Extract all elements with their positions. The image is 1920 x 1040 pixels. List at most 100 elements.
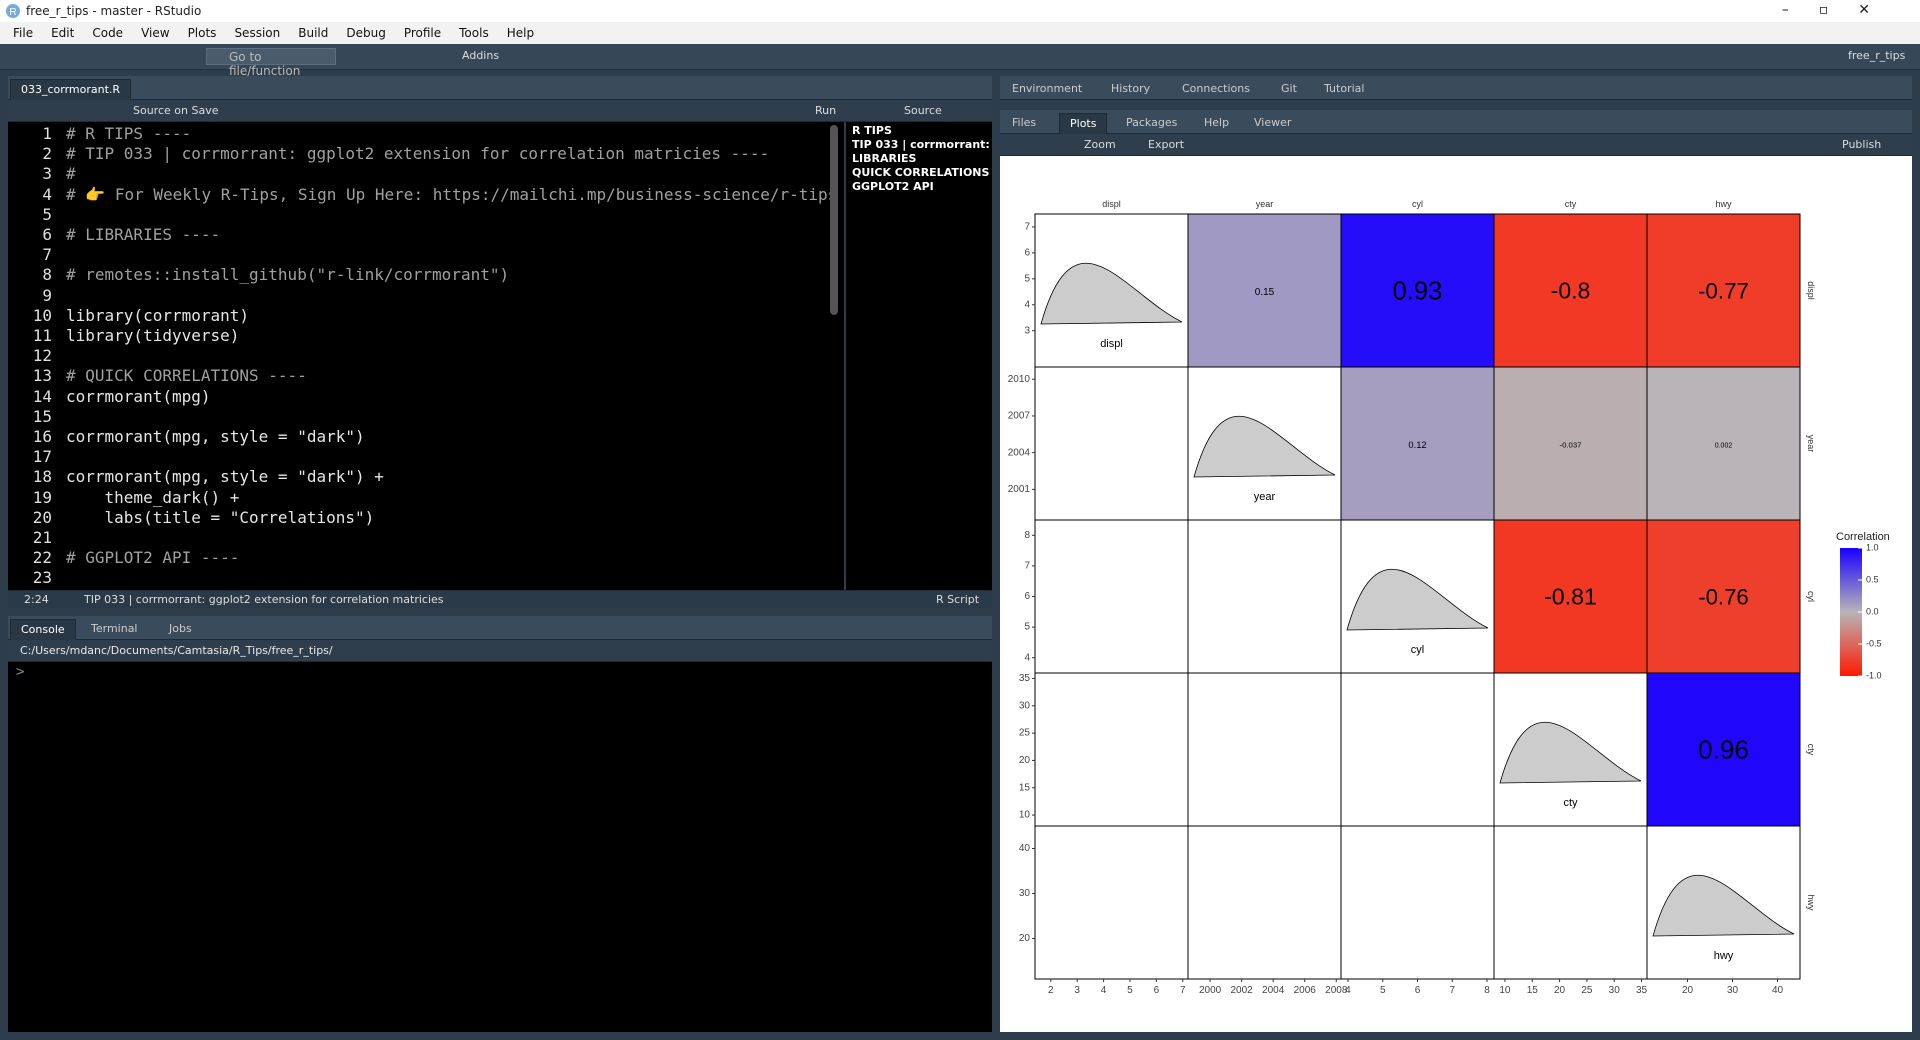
panel: [1187, 672, 1342, 827]
y-tick-label: 15: [1019, 782, 1031, 793]
window-controls[interactable]: –▫✕: [1781, 2, 1900, 18]
y-tick-label: 4: [1024, 652, 1030, 663]
menu-item[interactable]: Profile: [403, 26, 442, 40]
legend-tick-label: 0.5: [1866, 574, 1879, 584]
correlation-label: -0.81: [1544, 584, 1597, 610]
pane-tab[interactable]: Terminal: [91, 622, 138, 635]
pane-tab[interactable]: Files: [1012, 116, 1037, 129]
correlation-cell: [1340, 213, 1495, 368]
panel: [1340, 825, 1495, 980]
y-tick-label: 7: [1024, 222, 1030, 233]
x-tick-label: 2008: [1325, 985, 1348, 996]
pane-tab[interactable]: Connections: [1182, 82, 1250, 95]
line-number: 22: [32, 548, 52, 568]
pane-tab[interactable]: Git: [1281, 82, 1297, 95]
correlation-label: 0.96: [1698, 734, 1749, 764]
scope[interactable]: TIP 033 | corrmorrant: ggplot2 extension…: [84, 593, 444, 606]
y-tick-label: 25: [1019, 728, 1031, 739]
panel: [1340, 672, 1495, 827]
column-strip-label: displ: [1102, 199, 1121, 209]
main-toolbar: Go to file/function Addins free_r_tips: [0, 44, 1920, 78]
menu-item[interactable]: View: [141, 26, 170, 40]
density-shape: [1499, 721, 1642, 784]
pane-tab[interactable]: Help: [1204, 116, 1230, 129]
outline-item[interactable]: QUICK CORRELATIONS: [852, 166, 990, 179]
y-tick-label: 20: [1019, 933, 1031, 944]
y-tick-label: 10: [1019, 810, 1031, 821]
goto-file-input[interactable]: Go to file/function: [206, 48, 336, 78]
menu-item[interactable]: Tools: [459, 26, 489, 40]
plot-toolbar: Zoom Export Publish: [1000, 134, 1912, 156]
code-line: # R TIPS ----: [66, 124, 192, 143]
correlation-cell: [1646, 519, 1801, 674]
correlation-cell: [1646, 366, 1801, 521]
editor-tabbar: 033_corrmorant.R: [8, 76, 992, 100]
line-number: 6: [42, 225, 52, 244]
file-type[interactable]: R Script: [936, 593, 980, 606]
y-tick-label: 2004: [1008, 447, 1031, 458]
pane-tab[interactable]: Packages: [1126, 116, 1178, 129]
code-line: #: [66, 164, 76, 184]
menu-item[interactable]: Debug: [346, 26, 386, 40]
correlation-label: -0.76: [1698, 584, 1749, 609]
outline-item[interactable]: TIP 033 | corrmorrant: g...: [852, 138, 992, 151]
x-tick-label: 7: [1449, 985, 1455, 996]
y-tick-label: 30: [1019, 888, 1031, 899]
row-strip-label: year: [1806, 435, 1816, 453]
menu-item[interactable]: Code: [92, 26, 124, 40]
run-button[interactable]: Run: [815, 104, 837, 117]
console[interactable]: >: [8, 662, 992, 1032]
source-button[interactable]: Source: [904, 104, 942, 117]
code-line: # QUICK CORRELATIONS ----: [66, 366, 307, 386]
x-tick-label: 2000: [1199, 985, 1222, 996]
line-number: 9: [42, 285, 52, 305]
outline-item[interactable]: LIBRARIES: [852, 152, 917, 165]
code-line: labs(title = "Correlations"): [66, 507, 375, 527]
legend-title: Correlation: [1836, 531, 1890, 543]
outline-item[interactable]: GGPLOT2 API: [852, 180, 934, 193]
x-tick-label: 4: [1101, 985, 1107, 996]
menu-item[interactable]: Edit: [51, 26, 75, 40]
x-tick-label: 5: [1127, 985, 1133, 996]
export-button[interactable]: Export: [1148, 138, 1185, 151]
panel: [1493, 825, 1648, 980]
source-on-save[interactable]: Source on Save: [133, 104, 219, 117]
pane-tab[interactable]: Jobs: [169, 622, 192, 635]
publish-button[interactable]: Publish: [1842, 138, 1882, 151]
menu-item[interactable]: Session: [234, 26, 281, 40]
menu-item[interactable]: Help: [506, 26, 535, 40]
x-tick-label: 3: [1074, 985, 1080, 996]
project-button[interactable]: free_r_tips: [1848, 49, 1906, 62]
environment-tabbar: Environment History Connections Git Tutorial: [1000, 76, 1912, 100]
row-strip-label: hwy: [1806, 894, 1816, 911]
x-tick-label: 5: [1380, 985, 1386, 996]
addins-button[interactable]: Addins: [462, 49, 500, 62]
pane-tab[interactable]: Tutorial: [1324, 82, 1365, 95]
pane-tab[interactable]: Environment: [1012, 82, 1083, 95]
code-editor[interactable]: 1 # R TIPS ---- 2 # TIP 033 | corrmorrant: …: [8, 122, 844, 590]
zoom-button[interactable]: Zoom: [1084, 138, 1116, 151]
pane-tab[interactable]: Console: [10, 619, 76, 640]
y-tick-label: 5: [1024, 273, 1030, 284]
y-tick-label: 7: [1024, 561, 1030, 572]
pane-tab[interactable]: Viewer: [1254, 116, 1292, 129]
menu-item[interactable]: Build: [298, 26, 329, 40]
editor-tab[interactable]: 033_corrmorant.R: [10, 79, 132, 100]
outline-item[interactable]: R TIPS: [852, 124, 892, 137]
pane-tab[interactable]: Plots: [1059, 113, 1108, 134]
diagonal-label: year: [1254, 491, 1276, 503]
diagonal-label: hwy: [1714, 950, 1734, 962]
correlation-label: 0.12: [1408, 439, 1426, 450]
legend-colorbar: [1840, 548, 1862, 676]
menu-item[interactable]: File: [13, 26, 34, 40]
column-strip-label: hwy: [1715, 199, 1732, 209]
console-tabbar: Console Terminal Jobs: [8, 616, 992, 640]
y-tick-label: 30: [1019, 700, 1031, 711]
y-tick-label: 35: [1019, 673, 1031, 684]
y-tick-label: 2001: [1008, 484, 1031, 495]
menu-item[interactable]: Plots: [187, 26, 217, 40]
app-icon: R: [6, 4, 20, 18]
working-directory: C:/Users/mdanc/Documents/Camtasia/R_Tips…: [20, 644, 333, 657]
pane-tab[interactable]: History: [1111, 82, 1151, 95]
